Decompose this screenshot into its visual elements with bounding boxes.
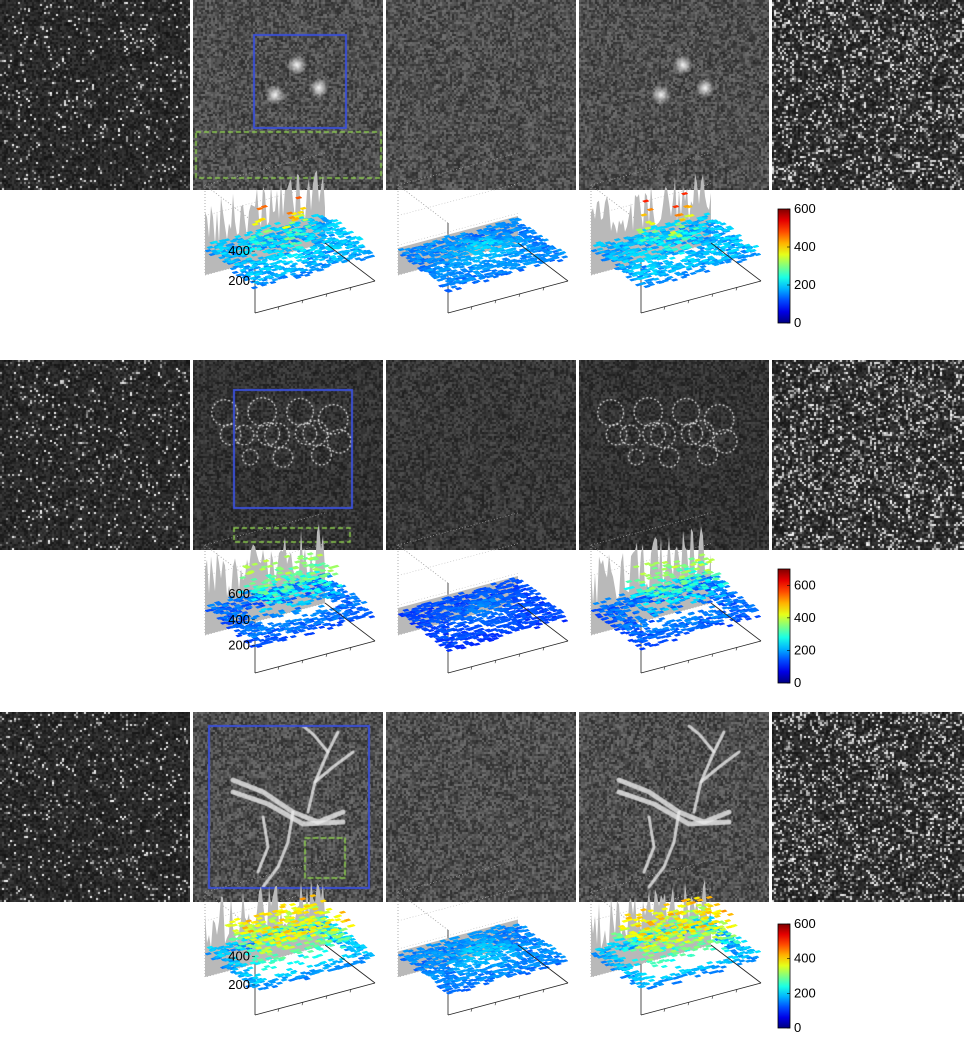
ztick-label-1: 400 (228, 612, 250, 627)
colorbar-tick-label-1: 200 (794, 277, 816, 292)
colorbar-tick-label-1: 200 (794, 642, 816, 657)
row2-surface-plot-2 (397, 512, 569, 674)
row1-surface-plot-1: 200 400 (204, 152, 376, 314)
row3-image-2 (193, 712, 383, 902)
colorbar-scale (777, 208, 791, 324)
colorbar-tick-label-2: 400 (794, 239, 816, 254)
row2-image-1 (0, 360, 190, 550)
colorbar-tick-label-0: 0 (794, 675, 801, 690)
row1-colorbar: 0 200 400 600 (777, 201, 816, 330)
row1-surface-plot-3 (590, 152, 762, 314)
row1-image-3 (386, 0, 576, 190)
row2-image-3 (386, 360, 576, 550)
row3-surface-plot-2 (397, 859, 569, 1016)
colorbar-tick-label-3: 600 (794, 916, 816, 931)
row2-image-5 (772, 360, 964, 550)
ztick-label-2: 600 (228, 586, 250, 601)
row2-surface-plot-1: 200 400 600 (204, 512, 376, 674)
row3-surface-plot-3 (590, 859, 762, 1016)
ztick-label-0: 200 (228, 273, 250, 288)
row1-image-1 (0, 0, 190, 190)
row3-surface-plot-1: 200 400 (204, 859, 376, 1016)
colorbar-tick-label-2: 400 (794, 951, 816, 966)
row1-image-2 (193, 0, 383, 190)
row3-image-3 (386, 712, 576, 902)
ztick-label-0: 200 (228, 977, 250, 992)
row3-image-5 (772, 712, 964, 902)
colorbar-tick-label-0: 0 (794, 1020, 801, 1035)
ztick-label-1: 400 (228, 243, 250, 258)
row1-image-4 (579, 0, 769, 190)
row1-image-5 (772, 0, 964, 190)
colorbar-tick-label-2: 400 (794, 610, 816, 625)
colorbar-scale (777, 923, 791, 1029)
ztick-label-1: 400 (228, 949, 250, 964)
colorbar-tick-label-3: 600 (794, 577, 816, 592)
colorbar-tick-label-0: 0 (794, 315, 801, 330)
colorbar-tick-label-1: 200 (794, 985, 816, 1000)
colorbar-scale (777, 568, 791, 684)
row2-image-4 (579, 360, 769, 550)
row3-colorbar: 0 200 400 600 (777, 916, 816, 1035)
colorbar-tick-label-3: 600 (794, 201, 816, 216)
row2-image-2 (193, 360, 383, 550)
row2-surface-plot-3 (590, 512, 762, 674)
ztick-label-0: 200 (228, 637, 250, 652)
row1-surface-plot-2 (397, 152, 569, 314)
row3-image-4 (579, 712, 769, 902)
row2-colorbar: 0 200 400 600 (777, 568, 816, 690)
row3-image-1 (0, 712, 190, 902)
